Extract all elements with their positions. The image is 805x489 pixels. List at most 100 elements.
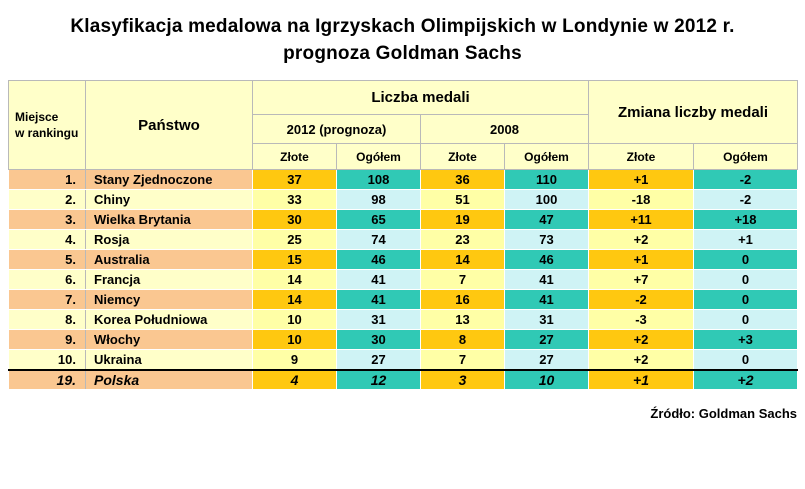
value-cell: 36 [420, 169, 505, 191]
rank-cell: 3. [8, 209, 86, 231]
country-cell: Korea Południowa [85, 309, 253, 331]
rank-cell: 19. [8, 368, 86, 391]
value-cell: 16 [420, 289, 505, 311]
country-cell: Francja [85, 269, 253, 291]
value-cell: -2 [693, 169, 798, 191]
value-cell: +2 [693, 368, 798, 391]
header-rank-line-2: w rankingu [15, 126, 79, 141]
header-year-2008: 2008 [420, 114, 589, 145]
value-cell: 108 [336, 169, 421, 191]
value-cell: 47 [504, 209, 589, 231]
country-cell: Wielka Brytania [85, 209, 253, 231]
rank-cell: 6. [8, 269, 86, 291]
value-cell: +2 [588, 229, 694, 251]
value-cell: 15 [252, 249, 337, 271]
value-cell: 3 [420, 368, 505, 391]
header-total-change: Ogółem [693, 143, 798, 171]
value-cell: 30 [252, 209, 337, 231]
table-row: 7. Niemcy 14 41 16 41 -2 0 [8, 289, 798, 311]
value-cell: 31 [504, 309, 589, 331]
value-cell: 7 [420, 269, 505, 291]
value-cell: 27 [504, 329, 589, 351]
page-title: Klasyfikacja medalowa na Igrzyskach Olim… [0, 14, 805, 67]
value-cell: 51 [420, 189, 505, 211]
value-cell: +18 [693, 209, 798, 231]
value-cell: 46 [504, 249, 589, 271]
rank-cell: 7. [8, 289, 86, 311]
value-cell: 10 [504, 368, 589, 391]
value-cell: 27 [336, 349, 421, 371]
header-gold-2008: Złote [420, 143, 505, 171]
value-cell: 9 [252, 349, 337, 371]
value-cell: 14 [252, 289, 337, 311]
value-cell: 14 [252, 269, 337, 291]
medal-table: Miejsce w rankingu Państwo Liczba medali… [8, 80, 798, 391]
value-cell: +1 [588, 169, 694, 191]
page-title-line-2: prognoza Goldman Sachs [283, 42, 522, 64]
value-cell: 100 [504, 189, 589, 211]
value-cell: 37 [252, 169, 337, 191]
value-cell: 12 [336, 368, 421, 391]
value-cell: 74 [336, 229, 421, 251]
header-total-2008: Ogółem [504, 143, 589, 171]
rank-cell: 2. [8, 189, 86, 211]
table-row: 8. Korea Południowa 10 31 13 31 -3 0 [8, 309, 798, 331]
table-row: 1. Stany Zjednoczone 37 108 36 110 +1 -2 [8, 169, 798, 191]
value-cell: +11 [588, 209, 694, 231]
value-cell: -2 [588, 289, 694, 311]
value-cell: 14 [420, 249, 505, 271]
value-cell: 33 [252, 189, 337, 211]
country-cell: Ukraina [85, 349, 253, 371]
country-cell: Chiny [85, 189, 253, 211]
value-cell: +1 [693, 229, 798, 251]
country-cell: Polska [85, 368, 253, 391]
value-cell: 46 [336, 249, 421, 271]
value-cell: 10 [252, 309, 337, 331]
header-rank: Miejsce w rankingu [8, 80, 86, 171]
value-cell: +1 [588, 249, 694, 271]
value-cell: +3 [693, 329, 798, 351]
value-cell: 13 [420, 309, 505, 331]
value-cell: 8 [420, 329, 505, 351]
medal-table-body: 1. Stany Zjednoczone 37 108 36 110 +1 -2 2. Chiny… [8, 169, 798, 391]
value-cell: 41 [504, 289, 589, 311]
value-cell: 27 [504, 349, 589, 371]
value-cell: 41 [336, 289, 421, 311]
table-row: 9. Włochy 10 30 8 27 +2 +3 [8, 329, 798, 351]
header-year-2012: 2012 (prognoza) [252, 114, 421, 145]
table-row: 4. Rosja 25 74 23 73 +2 +1 [8, 229, 798, 251]
rank-cell: 1. [8, 169, 86, 191]
table-row-highlight: 19. Polska 4 12 3 10 +1 +2 [8, 368, 798, 391]
value-cell: 7 [420, 349, 505, 371]
header-change-group: Zmiana liczby medali [588, 80, 798, 145]
country-cell: Niemcy [85, 289, 253, 311]
value-cell: 0 [693, 269, 798, 291]
value-cell: 110 [504, 169, 589, 191]
value-cell: -18 [588, 189, 694, 211]
value-cell: 98 [336, 189, 421, 211]
country-cell: Stany Zjednoczone [85, 169, 253, 191]
table-row: 3. Wielka Brytania 30 65 19 47 +11 +18 [8, 209, 798, 231]
page: Klasyfikacja medalowa na Igrzyskach Olim… [0, 14, 805, 489]
table-row: 10. Ukraina 9 27 7 27 +2 0 [8, 349, 798, 371]
value-cell: +7 [588, 269, 694, 291]
rank-cell: 5. [8, 249, 86, 271]
value-cell: 41 [336, 269, 421, 291]
value-cell: +2 [588, 329, 694, 351]
table-row: 2. Chiny 33 98 51 100 -18 -2 [8, 189, 798, 211]
value-cell: 0 [693, 309, 798, 331]
country-cell: Włochy [85, 329, 253, 351]
country-cell: Rosja [85, 229, 253, 251]
value-cell: +2 [588, 349, 694, 371]
value-cell: 30 [336, 329, 421, 351]
value-cell: +1 [588, 368, 694, 391]
country-cell: Australia [85, 249, 253, 271]
value-cell: 73 [504, 229, 589, 251]
header-country: Państwo [85, 80, 253, 171]
header-rank-line-1: Miejsce [15, 110, 59, 124]
table-row: 6. Francja 14 41 7 41 +7 0 [8, 269, 798, 291]
value-cell: 41 [504, 269, 589, 291]
page-title-line-1: Klasyfikacja medalowa na Igrzyskach Olim… [70, 16, 735, 37]
header-gold-2012: Złote [252, 143, 337, 171]
value-cell: 23 [420, 229, 505, 251]
